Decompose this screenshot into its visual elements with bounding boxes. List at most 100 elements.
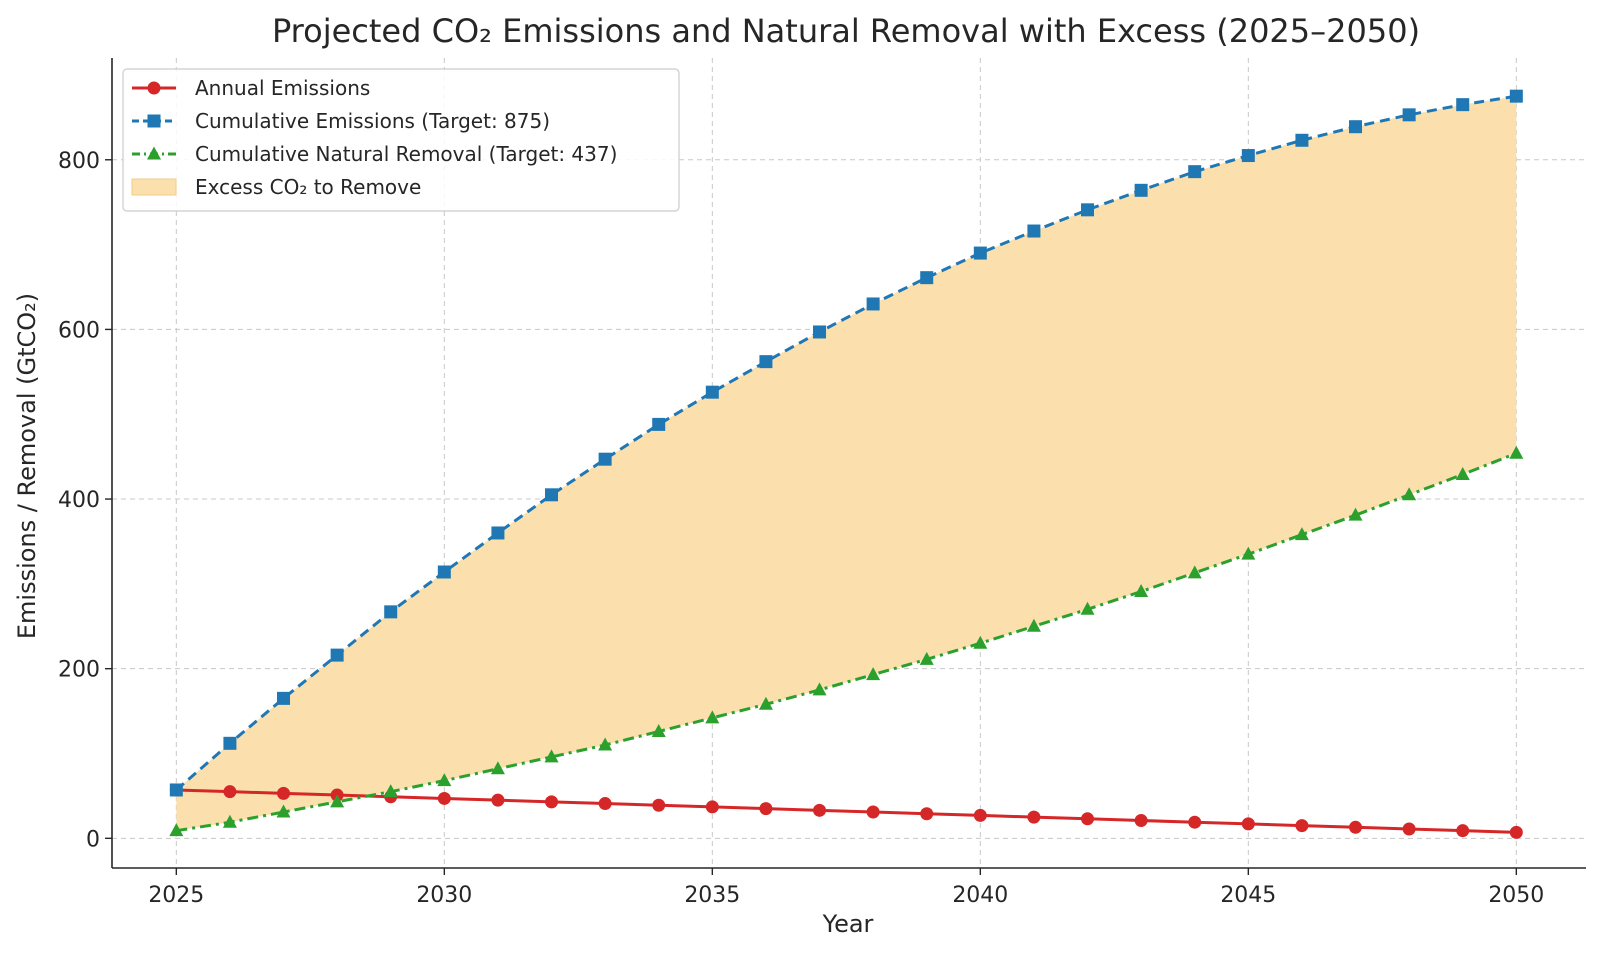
data-point [1187, 565, 1202, 579]
data-point [920, 807, 934, 821]
data-point [1456, 98, 1470, 112]
data-point [1081, 812, 1095, 826]
data-point [169, 783, 183, 797]
data-point [1241, 149, 1255, 163]
data-point [919, 651, 934, 665]
data-point [1027, 810, 1041, 824]
data-point [1348, 507, 1363, 521]
x-tick-label: 2030 [416, 883, 472, 908]
data-point [491, 526, 505, 540]
data-point [1295, 133, 1309, 147]
series-line [176, 451, 1517, 833]
data-point [437, 791, 451, 805]
x-tick-label: 2025 [148, 883, 204, 908]
data-point [490, 761, 505, 775]
axes: 2025 2030 2035 2040 2045 2050 0 200 400 600 800 [58, 58, 1586, 908]
data-point [812, 682, 827, 696]
data-point [437, 565, 451, 579]
data-point [866, 805, 880, 819]
data-point [866, 667, 881, 681]
data-point [973, 808, 987, 822]
data-point [652, 417, 666, 431]
y-tick-label: 800 [58, 149, 100, 174]
data-point [1134, 583, 1149, 597]
y-axis-label: Emissions / Removal (GtCO₂) [13, 293, 41, 639]
data-point [383, 784, 398, 798]
series-line [176, 788, 1517, 834]
data-point [813, 803, 827, 817]
data-point [1509, 445, 1524, 459]
data-point [437, 773, 452, 787]
data-point [1349, 820, 1363, 834]
y-tick-label: 600 [58, 318, 100, 343]
data-point [973, 246, 987, 260]
data-point [544, 749, 559, 763]
data-point [705, 800, 719, 814]
chart-title: Projected CO₂ Emissions and Natural Remo… [272, 12, 1420, 50]
legend-fill-swatch [131, 178, 177, 196]
legend-marker [147, 114, 161, 128]
legend-box [122, 68, 680, 212]
data-point [330, 794, 345, 808]
data-point [1027, 224, 1041, 238]
data-point [223, 736, 237, 750]
data-point [1456, 824, 1470, 838]
data-point [545, 795, 559, 809]
data-point [759, 802, 773, 816]
data-point [705, 710, 720, 724]
data-point [491, 793, 505, 807]
data-point [1241, 546, 1256, 560]
legend-label: Cumulative Emissions (Target: 875) [195, 109, 550, 133]
legend-marker [147, 146, 161, 160]
x-axis-label: Year [822, 910, 874, 938]
data-point [1081, 203, 1095, 217]
x-tick-label: 2040 [952, 883, 1008, 908]
data-point [330, 648, 344, 662]
data-point [277, 786, 291, 800]
data-point [1402, 822, 1416, 836]
series-line [175, 94, 1517, 792]
data-point [759, 355, 773, 369]
fill-layer [176, 96, 1517, 831]
data-point [1134, 183, 1148, 197]
legend: Annual Emissions Cumulative Emissions (Ta… [122, 68, 680, 212]
data-point [276, 804, 291, 818]
data-point [598, 737, 613, 751]
data-point [1188, 165, 1202, 179]
data-point [384, 605, 398, 619]
data-point [758, 696, 773, 710]
data-point [652, 798, 666, 812]
data-point [1134, 814, 1148, 828]
series-1 [169, 89, 1523, 797]
data-point [223, 785, 237, 799]
data-point [1080, 601, 1095, 615]
data-point [1402, 487, 1417, 501]
data-point [1509, 89, 1523, 103]
legend-label: Annual Emissions [195, 76, 370, 100]
series-layer [169, 89, 1524, 839]
data-point [598, 452, 612, 466]
series-2 [169, 445, 1524, 837]
legend-marker [147, 81, 161, 95]
x-tick-label: 2035 [684, 883, 740, 908]
data-point [973, 635, 988, 649]
data-point [1402, 108, 1416, 122]
data-point [1294, 527, 1309, 541]
y-tick-label: 400 [58, 488, 100, 513]
data-point [1295, 819, 1309, 833]
data-point [866, 297, 880, 311]
y-tick-label: 200 [58, 658, 100, 683]
data-point [1455, 466, 1470, 480]
data-point [813, 325, 827, 339]
legend-label: Cumulative Natural Removal (Target: 437) [195, 142, 617, 166]
data-point [920, 271, 934, 285]
data-point [1026, 618, 1041, 632]
data-point [169, 823, 184, 837]
data-point [1188, 815, 1202, 829]
data-point [1241, 817, 1255, 831]
x-tick-label: 2050 [1488, 883, 1544, 908]
excess-fill-area [176, 96, 1517, 831]
data-point [222, 814, 237, 828]
x-tick-label: 2045 [1220, 883, 1276, 908]
